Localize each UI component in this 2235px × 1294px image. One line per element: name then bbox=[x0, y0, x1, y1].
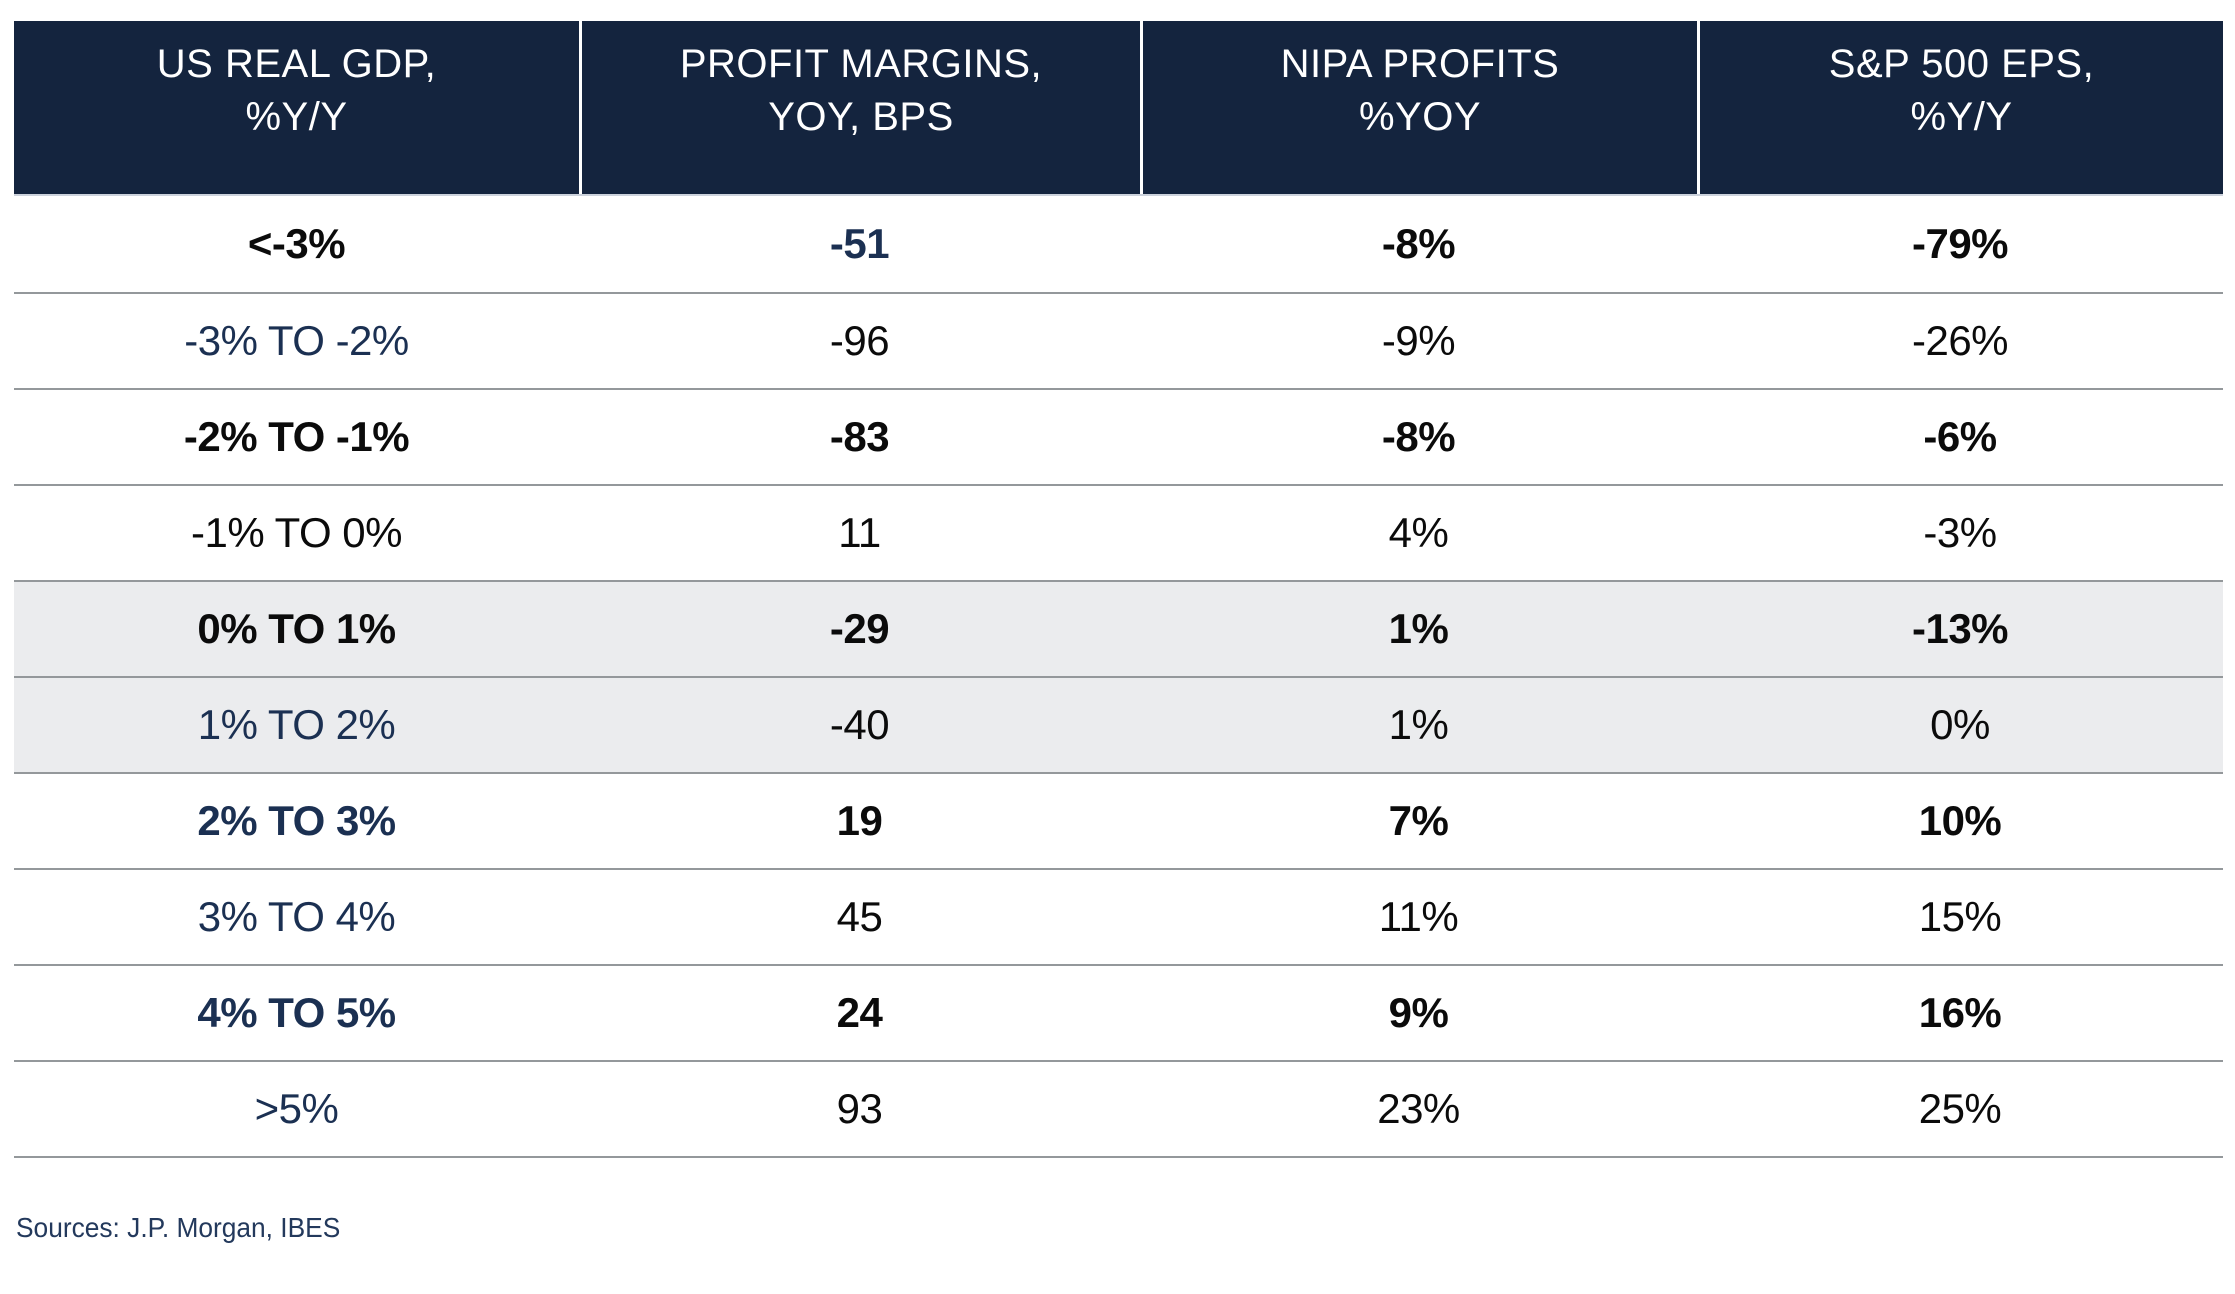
cell-profit-margins: 24 bbox=[836, 989, 883, 1036]
table-row: >5% 93 23% 25% bbox=[14, 1060, 2223, 1156]
cell-profit-margins: -51 bbox=[829, 220, 890, 267]
cell-gdp-range: <-3% bbox=[247, 220, 346, 267]
header-line: NIPA PROFITS bbox=[1280, 41, 1560, 86]
table-body: <-3% -51 -8% -79% -3% TO -2% -96 -9% -26… bbox=[14, 196, 2223, 1158]
cell-nipa-profits: 23% bbox=[1377, 1085, 1460, 1132]
header-line: %Y/Y bbox=[1910, 94, 2013, 139]
cell-sp500-eps: -6% bbox=[1923, 413, 1997, 460]
cell-gdp-range: >5% bbox=[254, 1085, 339, 1132]
cell-nipa-profits: 9% bbox=[1388, 989, 1449, 1036]
cell-profit-margins: 19 bbox=[836, 797, 883, 844]
cell-gdp-range: 3% TO 4% bbox=[197, 893, 396, 940]
sources-note: Sources: J.P. Morgan, IBES bbox=[16, 1212, 341, 1243]
header-line: PROFIT MARGINS, bbox=[679, 41, 1043, 86]
table-row-highlighted: 0% TO 1% -29 1% -13% bbox=[14, 580, 2223, 676]
cell-gdp-range: 4% TO 5% bbox=[197, 989, 396, 1036]
header-line: US REAL GDP, bbox=[156, 41, 437, 86]
header-line: %Y/Y bbox=[245, 94, 348, 139]
cell-nipa-profits: -9% bbox=[1381, 317, 1456, 364]
header-line: %YOY bbox=[1358, 94, 1482, 139]
table-row: 3% TO 4% 45 11% 15% bbox=[14, 868, 2223, 964]
cell-nipa-profits: 11% bbox=[1378, 893, 1459, 940]
cell-sp500-eps: -13% bbox=[1911, 605, 2009, 652]
header-line: YOY, BPS bbox=[768, 94, 954, 139]
cell-sp500-eps: 10% bbox=[1918, 797, 2002, 844]
cell-sp500-eps: 16% bbox=[1918, 989, 2002, 1036]
cell-profit-margins: -29 bbox=[829, 605, 890, 652]
cell-sp500-eps: -79% bbox=[1911, 220, 2009, 267]
table-row: 4% TO 5% 24 9% 16% bbox=[14, 964, 2223, 1060]
cell-sp500-eps: 15% bbox=[1918, 893, 2002, 940]
table-row: 2% TO 3% 19 7% 10% bbox=[14, 772, 2223, 868]
gdp-eps-correlation-table: US REAL GDP, %Y/Y PROFIT MARGINS, YOY, B… bbox=[14, 21, 2223, 1158]
cell-sp500-eps: 25% bbox=[1918, 1085, 2002, 1132]
cell-gdp-range: -2% TO -1% bbox=[183, 413, 410, 460]
cell-profit-margins: -40 bbox=[829, 701, 890, 748]
column-header-us-real-gdp: US REAL GDP, %Y/Y bbox=[14, 21, 579, 194]
cell-gdp-range: -3% TO -2% bbox=[184, 317, 409, 364]
cell-gdp-range: 0% TO 1% bbox=[197, 605, 396, 652]
table-header-row: US REAL GDP, %Y/Y PROFIT MARGINS, YOY, B… bbox=[14, 21, 2223, 196]
cell-gdp-range: -1% TO 0% bbox=[190, 509, 403, 556]
cell-nipa-profits: 4% bbox=[1388, 509, 1449, 556]
cell-nipa-profits: -8% bbox=[1381, 413, 1456, 460]
cell-nipa-profits: 7% bbox=[1388, 797, 1449, 844]
cell-profit-margins: 45 bbox=[836, 893, 883, 940]
cell-nipa-profits: 1% bbox=[1388, 701, 1449, 748]
cell-profit-margins: -96 bbox=[829, 317, 890, 364]
cell-nipa-profits: -8% bbox=[1381, 220, 1456, 267]
cell-gdp-range: 2% TO 3% bbox=[197, 797, 396, 844]
cell-sp500-eps: -3% bbox=[1923, 509, 1997, 556]
cell-sp500-eps: -26% bbox=[1911, 317, 2009, 364]
table-row: -1% TO 0% 11 4% -3% bbox=[14, 484, 2223, 580]
column-header-profit-margins: PROFIT MARGINS, YOY, BPS bbox=[579, 21, 1140, 194]
table-row: -3% TO -2% -96 -9% -26% bbox=[14, 292, 2223, 388]
cell-profit-margins: -83 bbox=[829, 413, 890, 460]
cell-nipa-profits: 1% bbox=[1388, 605, 1449, 652]
cell-profit-margins: 93 bbox=[836, 1085, 883, 1132]
table-row-highlighted: 1% TO 2% -40 1% 0% bbox=[14, 676, 2223, 772]
header-line: S&P 500 EPS, bbox=[1828, 41, 2095, 86]
cell-sp500-eps: 0% bbox=[1930, 701, 1990, 748]
cell-gdp-range: 1% TO 2% bbox=[197, 701, 396, 748]
table-row: -2% TO -1% -83 -8% -6% bbox=[14, 388, 2223, 484]
column-header-nipa-profits: NIPA PROFITS %YOY bbox=[1140, 21, 1697, 194]
column-header-sp500-eps: S&P 500 EPS, %Y/Y bbox=[1697, 21, 2223, 194]
table-row: <-3% -51 -8% -79% bbox=[14, 196, 2223, 292]
cell-profit-margins: 11 bbox=[838, 509, 881, 556]
